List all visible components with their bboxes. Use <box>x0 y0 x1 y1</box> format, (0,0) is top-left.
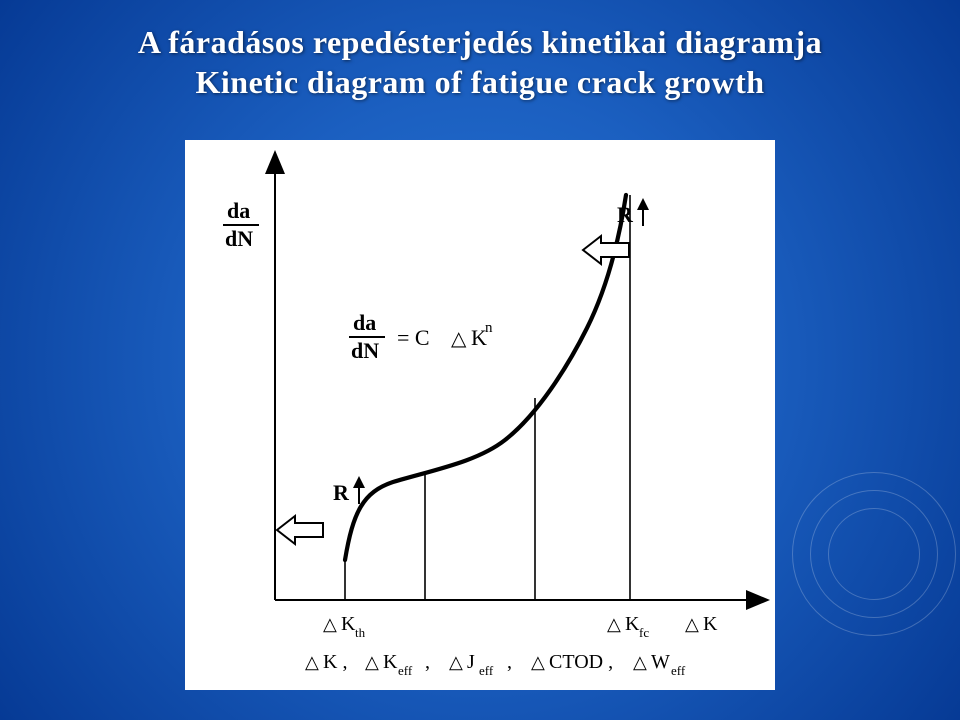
eq-num: da <box>353 310 376 335</box>
x-tick-kth: △ K th <box>323 613 366 640</box>
delta-glyph: △ <box>323 614 337 634</box>
paris-equation: da dN = C △ K n <box>349 310 493 363</box>
bq-j-sub: eff <box>479 663 494 678</box>
eq-delta: △ <box>451 328 467 350</box>
delta-glyph: △ <box>607 614 621 634</box>
block-arrow-left-bottom <box>277 516 323 544</box>
comma: , <box>507 651 512 673</box>
r-bot-label: R <box>333 480 350 505</box>
y-label-num: da <box>227 198 250 223</box>
y-label-den: dN <box>225 226 253 251</box>
delta: △ <box>449 652 463 672</box>
slide-title: A fáradásos repedésterjedés kinetikai di… <box>0 22 960 102</box>
delta: △ <box>365 652 379 672</box>
delta: △ <box>633 652 647 672</box>
x-end-deltaK: △ K <box>685 613 718 635</box>
bq-keff-K: K <box>383 651 398 673</box>
delta-glyph: △ <box>685 614 699 634</box>
bq-k: K , <box>323 651 347 673</box>
y-axis-label: da dN <box>223 198 259 251</box>
title-line-1: A fáradásos repedésterjedés kinetikai di… <box>0 22 960 62</box>
x-tick-kfc: △ K fc <box>607 613 649 640</box>
bottom-quantity-list: △ K , △ K eff , △ J eff , △ CTOD , △ W e… <box>305 651 686 678</box>
r-top-group: R <box>583 198 649 264</box>
kfc-K: K <box>625 613 640 635</box>
bq-keff-sub: eff <box>398 663 413 678</box>
r-top-label: R <box>617 202 634 227</box>
slide-root: A fáradásos repedésterjedés kinetikai di… <box>0 0 960 720</box>
bq-ctod: CTOD , <box>549 651 613 673</box>
kfc-sub: fc <box>639 625 649 640</box>
diagram-figure: da dN da dN = C △ K n <box>185 140 775 690</box>
title-line-2: Kinetic diagram of fatigue crack growth <box>0 62 960 102</box>
comma: , <box>425 651 430 673</box>
kth-sub: th <box>355 625 366 640</box>
block-arrow-left-top <box>583 236 629 264</box>
bq-j: J <box>467 651 475 673</box>
eq-den: dN <box>351 338 379 363</box>
delta: △ <box>305 652 319 672</box>
xend-K: K <box>703 613 718 635</box>
bq-w: W <box>651 651 670 673</box>
r-bot-up-arrow-head <box>353 476 365 488</box>
eq-exp: n <box>485 320 493 336</box>
r-top-up-arrow-head <box>637 198 649 210</box>
delta: △ <box>531 652 545 672</box>
eq-equals-c: = C <box>397 325 430 350</box>
diagram-svg: da dN da dN = C △ K n <box>185 140 775 690</box>
bq-w-sub: eff <box>671 663 686 678</box>
kth-K: K <box>341 613 356 635</box>
bg-ripple <box>792 472 956 636</box>
